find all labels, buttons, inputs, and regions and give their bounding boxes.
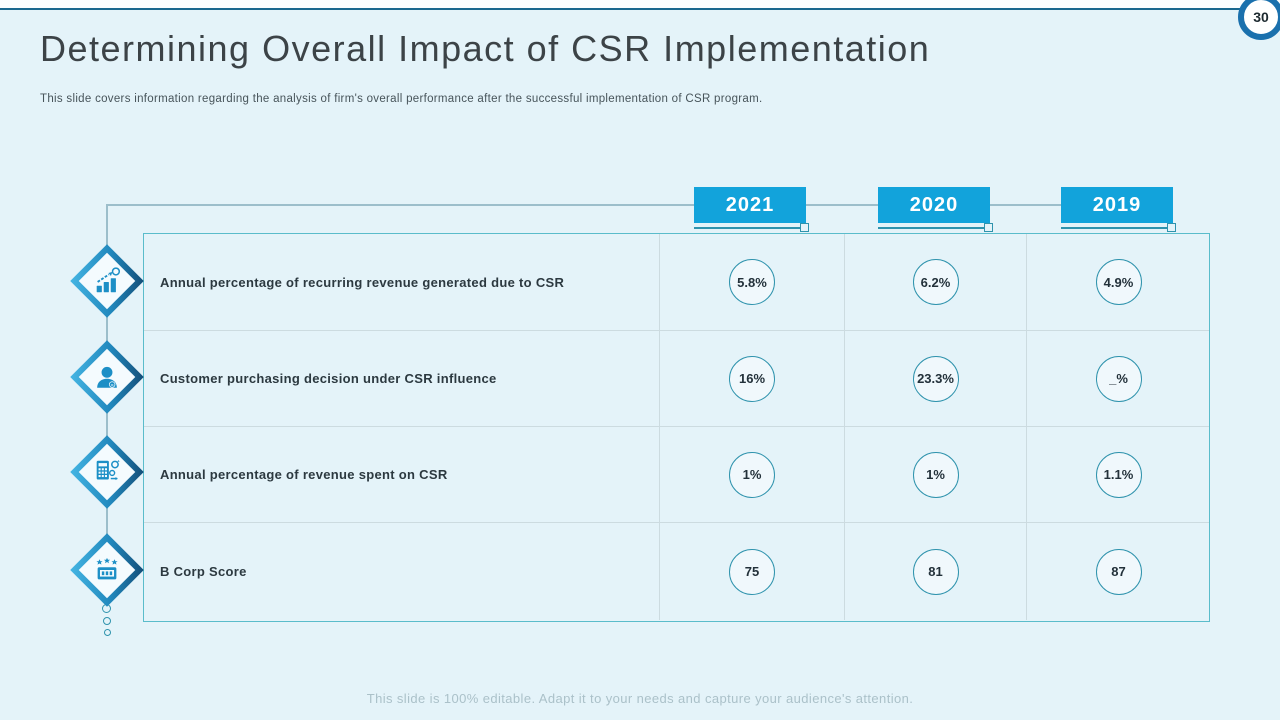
table-cell: 1.1% (1026, 427, 1210, 522)
metric-icon-diamond (70, 244, 144, 318)
top-strip (0, 0, 1280, 8)
metric-icon-diamond (70, 533, 144, 607)
table-cell: 16% (659, 331, 844, 426)
value-circle: 75 (729, 548, 775, 595)
table-cell: 75 (659, 523, 844, 620)
table-cell: 6.2% (844, 234, 1026, 330)
year-header-2019: 2019 (1061, 187, 1173, 223)
value-circle: 81 (912, 548, 959, 595)
row-label: Annual percentage of recurring revenue g… (160, 274, 565, 290)
trailing-dot (104, 629, 111, 636)
row-label: Customer purchasing decision under CSR i… (160, 371, 497, 386)
row-label: B Corp Score (160, 564, 247, 579)
slide-number-badge: 30 (1238, 0, 1280, 40)
value-circle: 87 (1095, 548, 1142, 595)
metric-icon-diamond (70, 435, 144, 509)
year-end-square (984, 223, 993, 232)
metric-icon-diamond (70, 340, 144, 414)
year-end-square (800, 223, 809, 232)
score-icon (70, 533, 144, 607)
table-cell: 1% (844, 427, 1026, 522)
year-underline (878, 227, 990, 229)
row-label: Annual percentage of revenue spent on CS… (160, 467, 448, 482)
page-subtitle: This slide covers information regarding … (40, 93, 763, 105)
table-cell: 4.9% (1026, 234, 1210, 330)
top-accent-line (0, 8, 1280, 10)
value-circle: 1% (729, 451, 775, 498)
value-circle: 1.1% (1095, 451, 1142, 498)
value-circle: _% (1095, 355, 1142, 402)
table-cell: 1% (659, 427, 844, 522)
year-underline (694, 227, 806, 229)
value-circle: 1% (912, 451, 959, 498)
table-row: Customer purchasing decision under CSR i… (144, 330, 1209, 426)
value-circle: 16% (729, 355, 775, 402)
value-circle: 6.2% (912, 259, 959, 305)
customer-icon (70, 340, 144, 414)
trailing-dot (103, 617, 111, 625)
page-title: Determining Overall Impact of CSR Implem… (40, 28, 931, 69)
year-underline (1061, 227, 1173, 229)
value-circle: 23.3% (912, 355, 959, 402)
table-row: Annual percentage of revenue spent on CS… (144, 426, 1209, 522)
table-cell: 81 (844, 523, 1026, 620)
footer-note: This slide is 100% editable. Adapt it to… (366, 691, 914, 706)
table-cell: 87 (1026, 523, 1210, 620)
value-circle: 5.8% (729, 259, 775, 305)
value-circle: 4.9% (1095, 259, 1142, 305)
year-end-square (1167, 223, 1176, 232)
table-row: Annual percentage of recurring revenue g… (144, 234, 1209, 330)
table-cell: _% (1026, 331, 1210, 426)
table-row: B Corp Score 75 81 87 (144, 522, 1209, 620)
table-cell: 5.8% (659, 234, 844, 330)
calculator-icon (70, 435, 144, 509)
table-cell: 23.3% (844, 331, 1026, 426)
slide-number: 30 (1253, 9, 1269, 25)
horizontal-connector-line (106, 204, 1117, 206)
year-header-2020: 2020 (878, 187, 990, 223)
year-header-2021: 2021 (694, 187, 806, 223)
csr-impact-table: Annual percentage of recurring revenue g… (143, 233, 1210, 622)
growth-chart-icon (70, 244, 144, 318)
